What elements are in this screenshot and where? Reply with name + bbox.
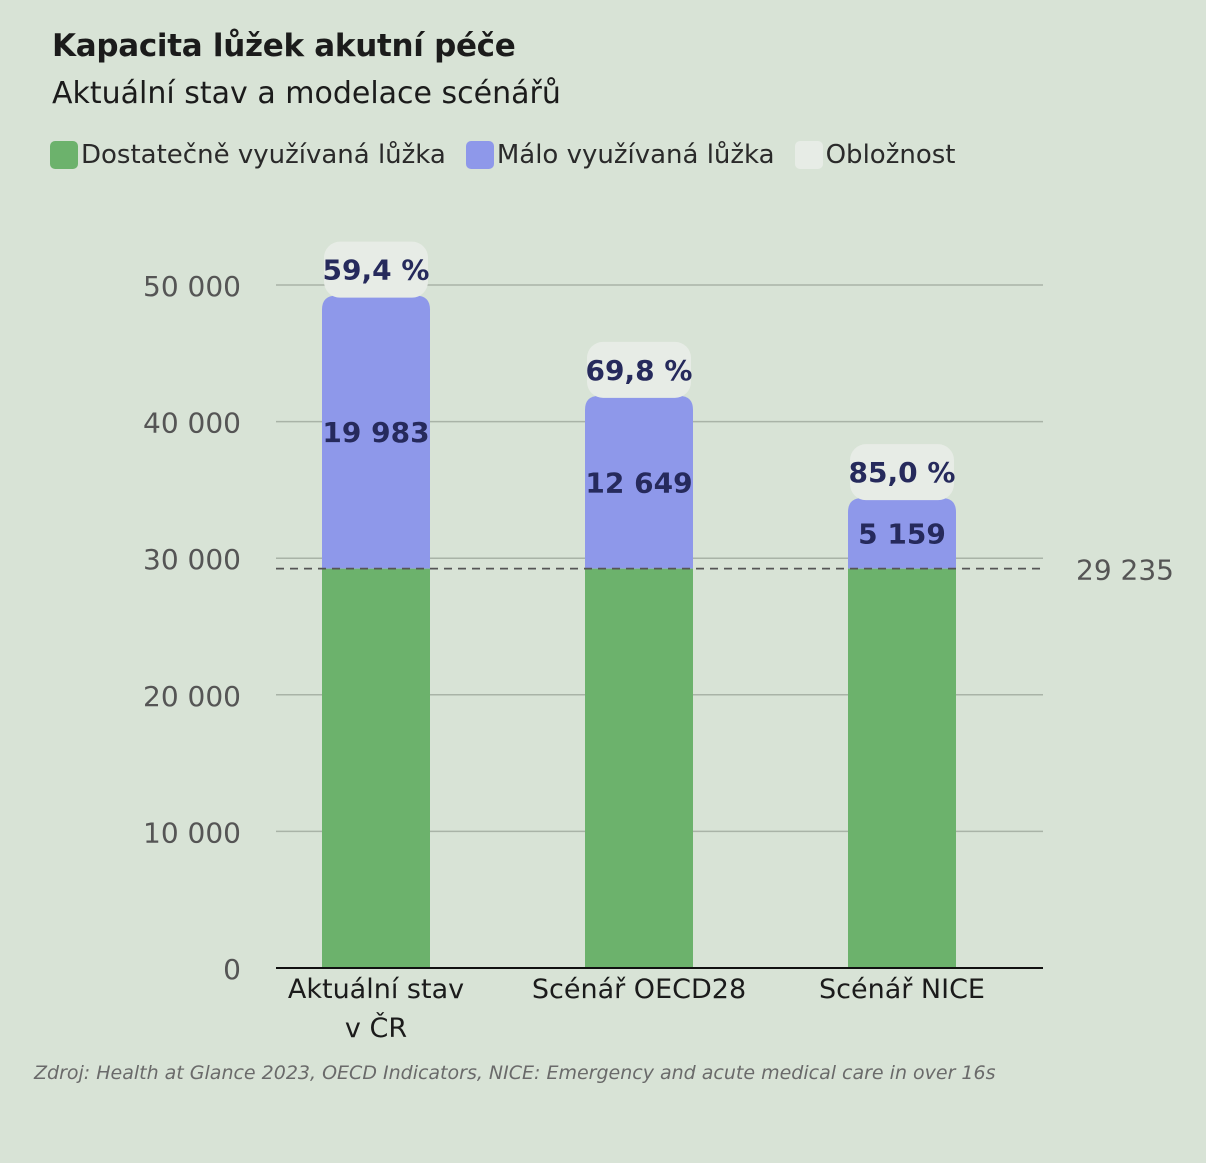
bar-underused bbox=[322, 295, 430, 569]
legend-swatch-occupancy bbox=[794, 141, 823, 169]
bar-value-label: 5 159 bbox=[858, 517, 946, 550]
bar-sufficient bbox=[848, 568, 956, 968]
legend: Dostatečně využívaná lůžka Málo využívan… bbox=[50, 140, 955, 170]
x-tick-label: Scénář OECD28 bbox=[532, 974, 746, 1005]
y-tick-label: 30 000 bbox=[143, 543, 241, 576]
occupancy-label: 85,0 % bbox=[849, 456, 956, 489]
bar-sufficient bbox=[322, 568, 430, 968]
bar-underused bbox=[585, 395, 693, 569]
source-note: Zdroj: Health at Glance 2023, OECD Indic… bbox=[34, 1062, 996, 1084]
occupancy-badge bbox=[324, 241, 428, 298]
x-tick-label: v ČR bbox=[345, 1012, 407, 1044]
x-tick-label: Scénář NICE bbox=[819, 974, 985, 1005]
y-tick-label: 20 000 bbox=[143, 680, 241, 713]
y-tick-label: 0 bbox=[223, 953, 241, 986]
legend-item-sufficient: Dostatečně využívaná lůžka bbox=[50, 140, 446, 170]
occupancy-badge bbox=[850, 444, 954, 501]
legend-item-underused: Málo využívaná lůžka bbox=[465, 140, 775, 170]
chart-title: Kapacita lůžek akutní péče bbox=[52, 28, 516, 64]
bar-value-label: 19 983 bbox=[322, 416, 429, 449]
legend-item-occupancy: Obložnost bbox=[794, 140, 956, 170]
chart-subtitle: Aktuální stav a modelace scénářů bbox=[52, 76, 561, 111]
bar-sufficient bbox=[585, 568, 693, 968]
bar-underused bbox=[848, 498, 956, 569]
legend-label-occupancy: Obložnost bbox=[825, 140, 956, 170]
legend-swatch-underused bbox=[465, 141, 494, 169]
y-tick-label: 10 000 bbox=[143, 816, 241, 849]
occupancy-label: 69,8 % bbox=[586, 354, 693, 387]
reference-line-label: 29 235 bbox=[1076, 554, 1174, 587]
occupancy-badge bbox=[587, 341, 691, 398]
legend-label-sufficient: Dostatečně využívaná lůžka bbox=[81, 140, 446, 170]
legend-swatch-sufficient bbox=[50, 141, 78, 169]
x-tick-label: Aktuální stav bbox=[288, 974, 464, 1005]
occupancy-label: 59,4 % bbox=[323, 254, 430, 287]
y-tick-label: 50 000 bbox=[143, 270, 241, 303]
y-tick-label: 40 000 bbox=[143, 407, 241, 440]
bar-value-label: 12 649 bbox=[585, 466, 692, 499]
legend-label-underused: Málo využívaná lůžka bbox=[496, 140, 775, 170]
